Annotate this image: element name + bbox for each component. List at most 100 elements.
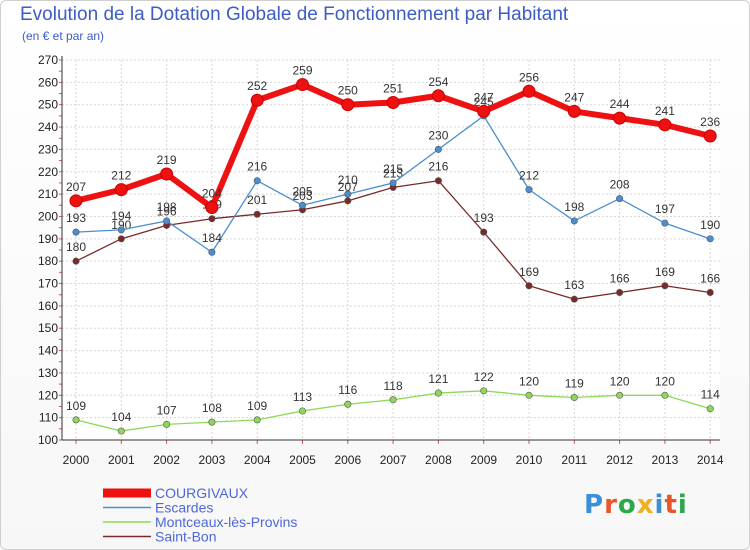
y-tick-label: 120 [38, 388, 58, 402]
data-label-saint-bon: 163 [564, 278, 584, 292]
data-label-courgivaux: 212 [111, 169, 131, 183]
data-point-montceaux-les-provins [706, 405, 714, 413]
data-point-courgivaux [386, 95, 400, 109]
legend-label: COURGIVAUX [155, 485, 249, 501]
data-label-saint-bon: 213 [383, 166, 403, 180]
data-label-escardes: 205 [292, 184, 312, 198]
y-tick-label: 260 [38, 75, 58, 89]
data-label-escardes: 210 [338, 173, 358, 187]
y-tick-label: 130 [38, 366, 58, 380]
data-label-saint-bon: 203 [292, 189, 312, 203]
y-tick-label: 140 [38, 344, 58, 358]
data-label-escardes: 190 [700, 218, 720, 232]
x-tick-label: 2002 [153, 453, 180, 467]
data-point-saint-bon [208, 215, 216, 223]
data-point-courgivaux [703, 129, 717, 143]
data-point-saint-bon [616, 288, 624, 296]
data-label-saint-bon: 166 [610, 271, 630, 285]
logo-letter: P [584, 490, 605, 520]
data-point-saint-bon [344, 197, 352, 205]
data-label-escardes: 215 [383, 162, 403, 176]
data-label-saint-bon: 196 [157, 204, 177, 218]
x-tick-label: 2010 [516, 453, 543, 467]
data-label-courgivaux: 207 [66, 180, 86, 194]
data-label-courgivaux: 247 [474, 90, 494, 104]
data-point-saint-bon [525, 282, 533, 290]
data-point-escardes [208, 248, 216, 256]
data-label-courgivaux: 252 [247, 79, 267, 93]
data-label-escardes: 216 [247, 160, 267, 174]
data-label-courgivaux: 241 [655, 104, 675, 118]
data-label-montceaux-les-provins: 104 [111, 410, 131, 424]
x-tick-label: 2011 [561, 453, 587, 467]
data-point-montceaux-les-provins [570, 394, 578, 402]
data-point-courgivaux [69, 194, 83, 208]
data-label-montceaux-les-provins: 122 [474, 370, 494, 384]
data-point-escardes [72, 228, 80, 236]
y-tick-label: 240 [38, 120, 58, 134]
data-point-courgivaux [341, 98, 355, 112]
y-tick-label: 270 [38, 53, 58, 67]
data-point-courgivaux [658, 118, 672, 132]
data-label-escardes: 184 [202, 231, 222, 245]
data-label-escardes: 208 [610, 178, 630, 192]
data-label-saint-bon: 216 [428, 160, 448, 174]
data-label-montceaux-les-provins: 118 [384, 379, 403, 393]
x-tick-label: 2000 [63, 453, 90, 467]
data-label-montceaux-les-provins: 107 [157, 403, 177, 417]
data-label-courgivaux: 254 [428, 75, 448, 89]
data-label-montceaux-les-provins: 116 [338, 383, 357, 397]
data-point-montceaux-les-provins [434, 389, 442, 397]
x-tick-label: 2009 [470, 453, 497, 467]
data-point-escardes [570, 217, 578, 225]
data-label-escardes: 245 [474, 95, 494, 109]
data-point-saint-bon [661, 282, 669, 290]
data-point-courgivaux [205, 201, 219, 215]
legend-label: Montceaux-lès-Provins [155, 514, 297, 530]
chart-title: Evolution de la Dotation Globale de Fonc… [20, 4, 569, 25]
data-label-courgivaux: 219 [157, 153, 177, 167]
plot-area [62, 60, 720, 440]
chart-subtitle: (en € et par an) [22, 29, 105, 43]
data-label-saint-bon: 169 [519, 265, 539, 279]
x-tick-label: 2014 [697, 453, 724, 467]
data-point-escardes [706, 235, 714, 243]
data-label-courgivaux: 250 [338, 84, 358, 98]
data-point-courgivaux [296, 78, 309, 92]
y-tick-label: 170 [38, 277, 58, 291]
data-point-montceaux-les-provins [525, 391, 533, 399]
data-point-montceaux-les-provins [117, 427, 125, 435]
proxiti-logo: Proxiti [584, 490, 688, 520]
data-label-montceaux-les-provins: 109 [66, 399, 86, 413]
data-label-montceaux-les-provins: 114 [701, 388, 720, 402]
y-tick-label: 250 [38, 98, 58, 112]
data-label-courgivaux: 259 [292, 64, 312, 78]
data-point-escardes [117, 226, 125, 234]
x-tick-label: 2006 [334, 453, 361, 467]
data-label-courgivaux: 244 [610, 97, 630, 111]
data-point-escardes [661, 219, 669, 227]
data-point-saint-bon [72, 257, 80, 265]
data-label-escardes: 230 [428, 128, 448, 142]
data-label-montceaux-les-provins: 119 [565, 377, 584, 391]
y-tick-label: 150 [38, 321, 58, 335]
y-tick-label: 160 [38, 299, 58, 313]
y-tick-label: 200 [38, 209, 58, 223]
y-tick-label: 210 [38, 187, 58, 201]
data-label-escardes: 198 [564, 200, 584, 214]
data-point-saint-bon [117, 235, 125, 243]
data-label-escardes: 212 [519, 169, 539, 183]
data-point-escardes [525, 186, 533, 194]
data-label-escardes: 197 [655, 202, 675, 216]
logo-letter: i [654, 490, 665, 520]
data-point-montceaux-les-provins [163, 420, 171, 428]
logo-letter: t [664, 490, 678, 520]
logo-letter: r [604, 490, 618, 520]
x-tick-label: 2001 [108, 453, 135, 467]
x-tick-label: 2003 [199, 453, 226, 467]
data-label-montceaux-les-provins: 121 [428, 372, 448, 386]
data-label-montceaux-les-provins: 113 [293, 390, 312, 404]
data-label-courgivaux: 204 [202, 187, 222, 201]
data-label-montceaux-les-provins: 109 [247, 399, 267, 413]
data-label-saint-bon: 166 [700, 271, 720, 285]
